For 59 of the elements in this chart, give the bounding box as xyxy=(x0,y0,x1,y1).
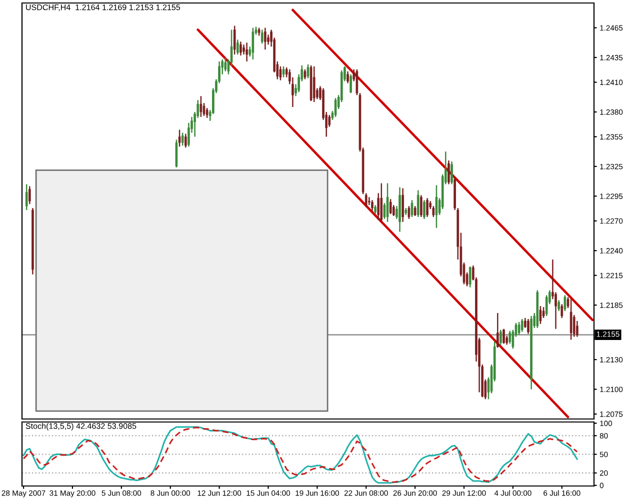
candlestick xyxy=(252,27,254,60)
candlestick xyxy=(312,66,316,103)
candlestick xyxy=(181,132,184,146)
candlestick xyxy=(279,66,282,81)
candlestick xyxy=(423,199,426,220)
candlestick xyxy=(520,318,524,332)
candlestick xyxy=(184,133,187,148)
candlestick xyxy=(408,205,410,220)
candlestick xyxy=(558,300,560,312)
candlestick xyxy=(240,41,242,56)
candlestick xyxy=(364,192,368,208)
candlestick xyxy=(564,294,566,312)
candlestick xyxy=(224,56,227,72)
candlestick xyxy=(539,305,542,325)
candlestick xyxy=(377,192,380,221)
candlestick xyxy=(389,198,392,215)
candlestick xyxy=(260,29,264,44)
candlestick xyxy=(402,188,404,223)
candlestick xyxy=(282,66,285,78)
candlestick xyxy=(426,198,428,218)
candlestick xyxy=(380,182,383,223)
chart-title: Stoch(13,5,5) 42.4632 53.9085 xyxy=(26,422,136,430)
candlestick xyxy=(350,74,352,94)
candlestick xyxy=(410,199,414,218)
chart-title: USDCHF,H4 1.2164 1.2169 1.2153 1.2155 xyxy=(26,4,180,12)
candlestick xyxy=(200,95,202,118)
candlestick xyxy=(450,160,453,185)
candlestick xyxy=(508,330,512,344)
candlestick xyxy=(346,70,349,84)
candlestick xyxy=(175,139,178,168)
candlestick xyxy=(233,25,236,56)
candlestick xyxy=(386,182,389,223)
candlestick xyxy=(25,184,28,211)
candlestick xyxy=(414,205,416,217)
candlestick xyxy=(448,160,450,185)
candlestick xyxy=(496,312,499,348)
candlestick xyxy=(416,190,420,218)
candlestick xyxy=(236,39,239,56)
candlestick xyxy=(371,199,374,212)
candlestick xyxy=(178,129,181,148)
candlestick xyxy=(468,266,472,288)
candlestick xyxy=(500,329,502,346)
candlestick xyxy=(570,298,572,340)
candlestick xyxy=(420,194,422,218)
candlestick xyxy=(518,321,520,336)
candlestick xyxy=(432,205,435,218)
candlestick xyxy=(304,68,306,80)
candlestick xyxy=(28,186,31,205)
candlestick xyxy=(560,303,564,319)
candlestick xyxy=(206,107,208,119)
candlestick xyxy=(542,306,545,319)
candlestick xyxy=(435,184,438,228)
candlestick xyxy=(334,97,337,118)
candlestick xyxy=(264,27,266,50)
candlestick xyxy=(328,114,331,128)
candlestick xyxy=(306,64,310,79)
candlestick xyxy=(502,328,505,344)
candlestick xyxy=(246,42,248,62)
candlestick xyxy=(527,318,530,334)
